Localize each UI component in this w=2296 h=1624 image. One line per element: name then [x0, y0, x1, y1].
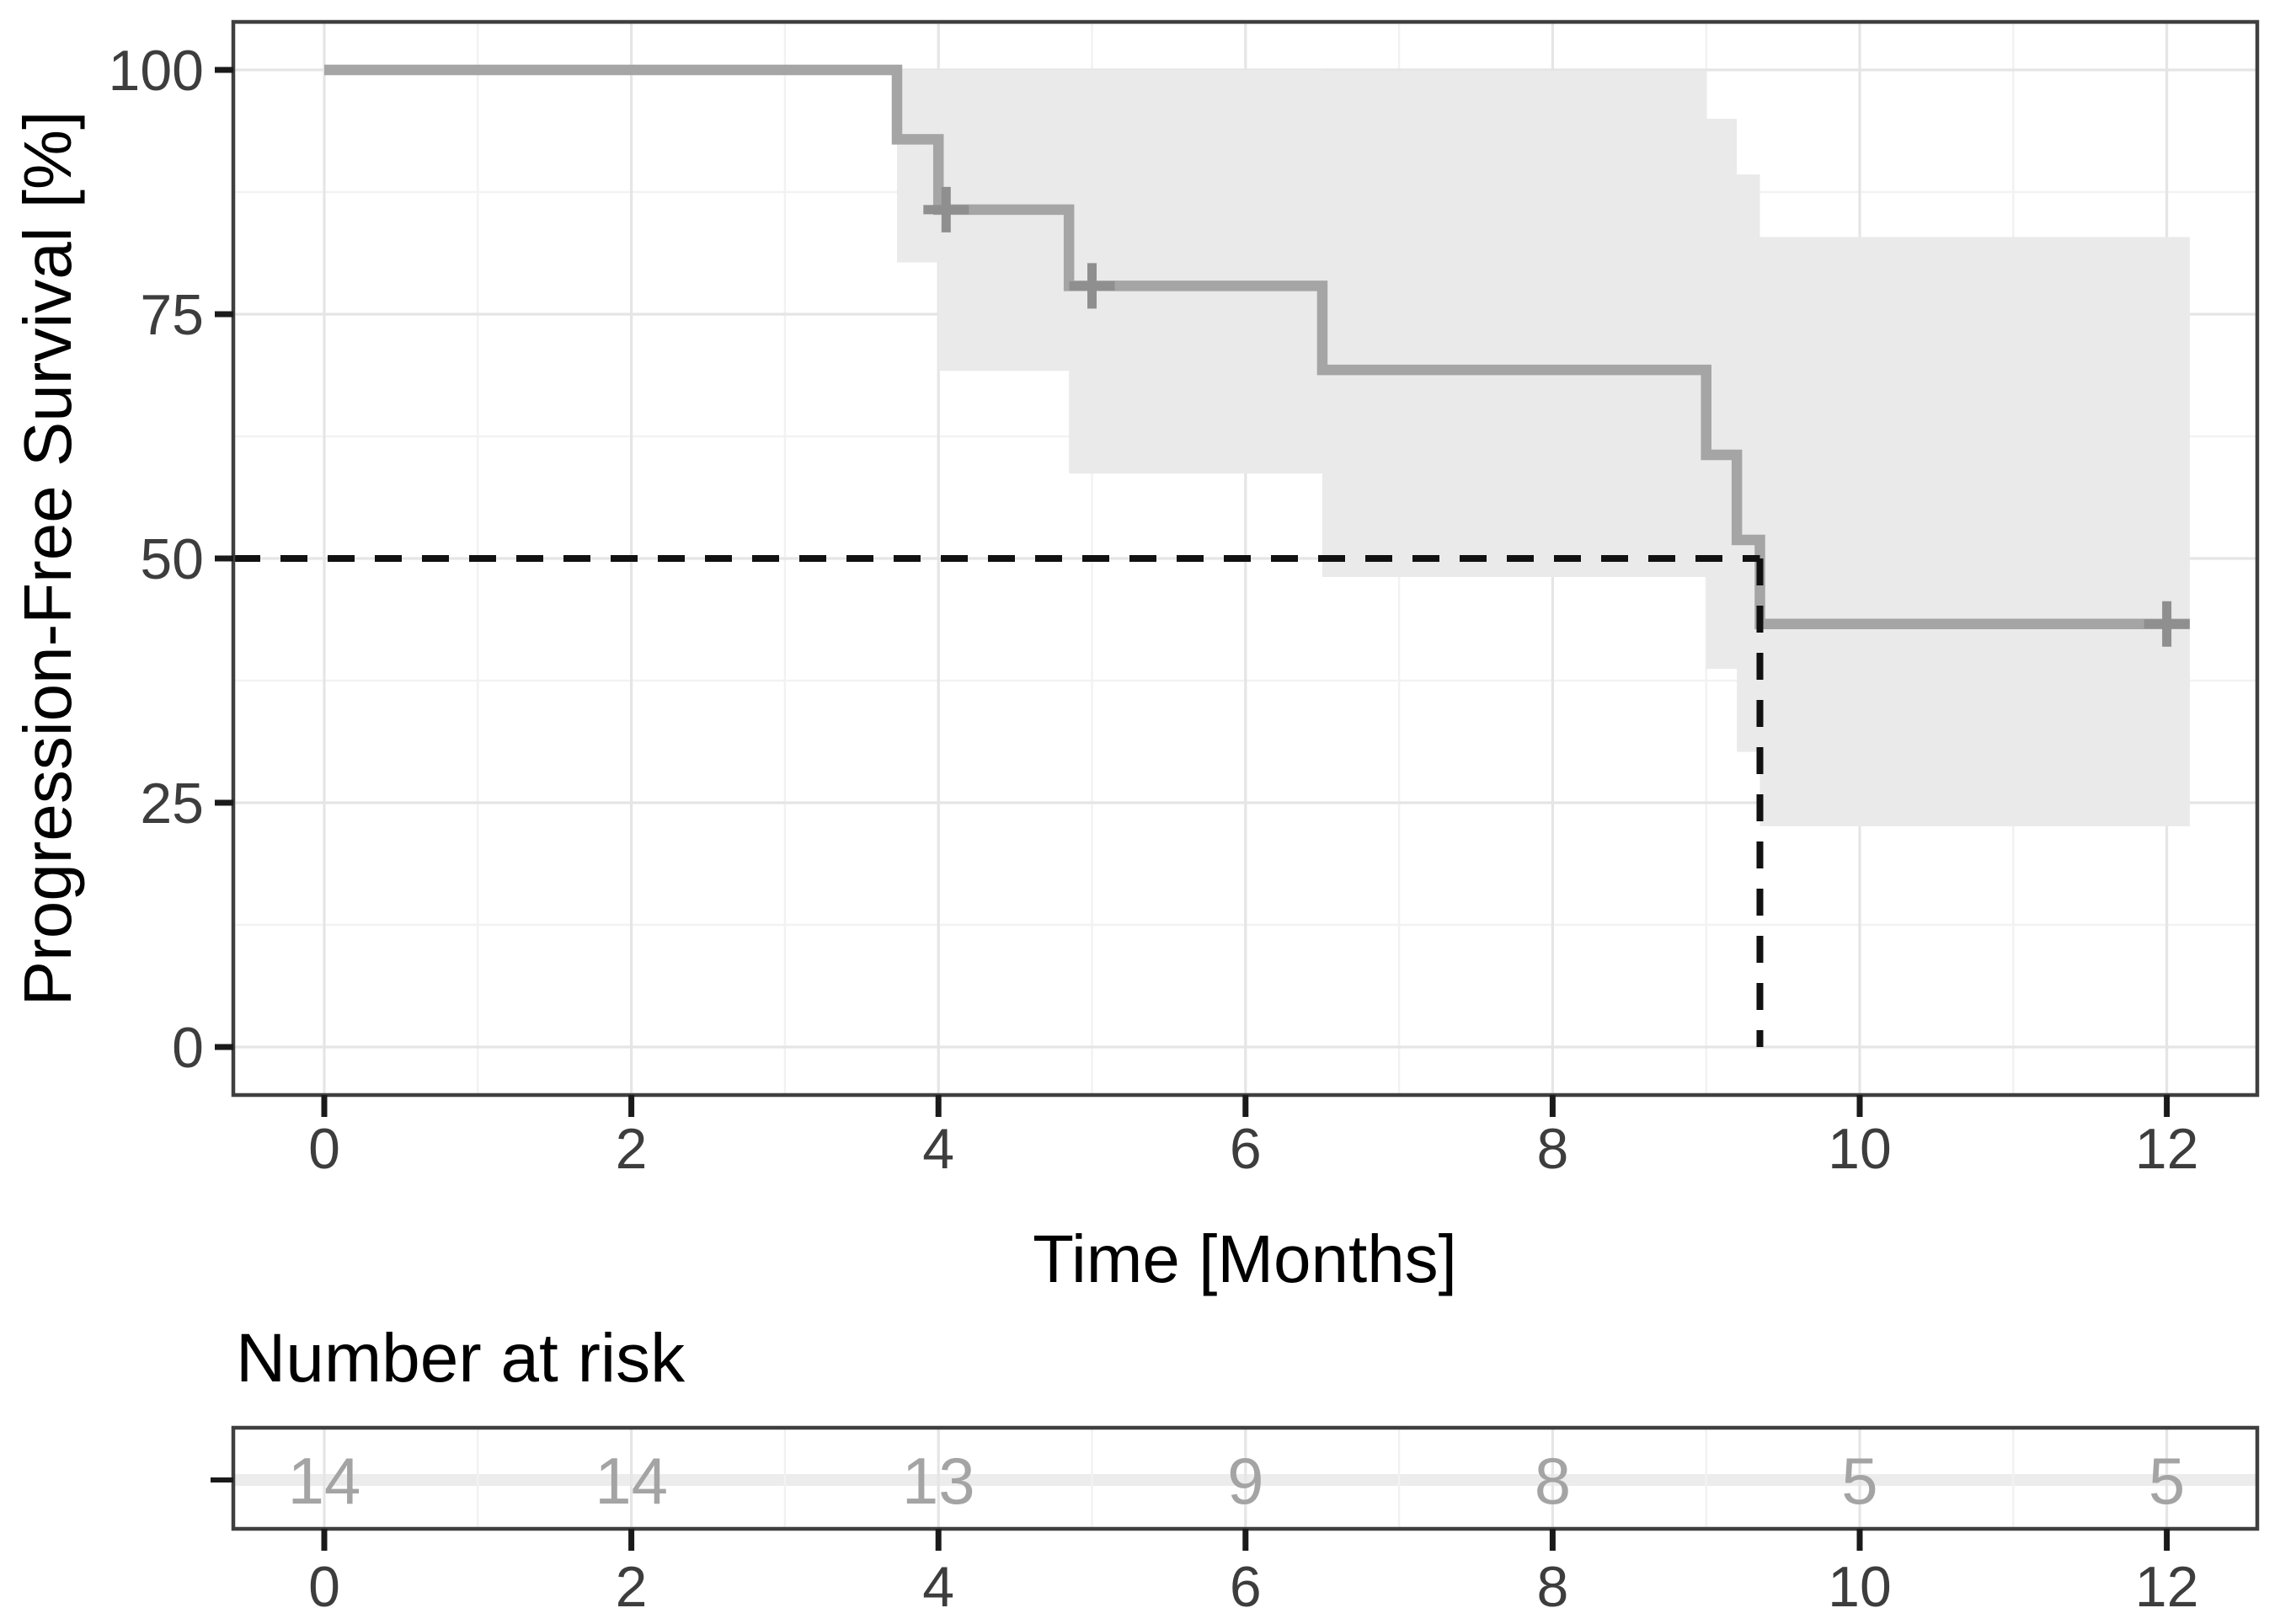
risk-table: Number at risk 14 14 13 9 8 5 5 0 2 4 6 8 10 12: [211, 1320, 2260, 1619]
risk-table-title: Number at risk: [236, 1320, 686, 1397]
y-tick-label: 75: [140, 283, 204, 347]
risk-table-axis: 0 2 4 6 8 10 12: [211, 1477, 2199, 1619]
censor-marks: [923, 186, 2190, 647]
y-tick-label: 0: [172, 1016, 204, 1080]
x-tick-label: 10: [1828, 1117, 1892, 1181]
censor-plus-icon: [2144, 601, 2190, 647]
risk-counts: 14 14 13 9 8 5 5: [288, 1444, 2186, 1518]
x-axis: 0 2 4 6 8 10 12: [308, 1095, 2198, 1181]
x-tick-label: 2: [616, 1117, 648, 1181]
risk-count-value: 5: [1841, 1444, 1877, 1518]
survival-panel: [231, 19, 2260, 1098]
risk-x-tick-label: 4: [922, 1555, 954, 1619]
x-tick-label: 0: [308, 1117, 340, 1181]
y-axis: 100 75 50 25 0: [109, 39, 233, 1080]
x-tick-label: 4: [922, 1117, 954, 1181]
confidence-band: [896, 70, 2190, 826]
risk-count-value: 13: [902, 1444, 975, 1518]
risk-x-tick-label: 2: [616, 1555, 648, 1619]
x-tick-label: 6: [1230, 1117, 1262, 1181]
risk-count-value: 14: [595, 1444, 668, 1518]
y-tick-label: 25: [140, 772, 204, 836]
risk-x-tick-label: 10: [1828, 1555, 1892, 1619]
y-tick-label: 100: [109, 39, 204, 103]
risk-count-value: 8: [1535, 1444, 1571, 1518]
risk-x-tick-label: 0: [308, 1555, 340, 1619]
km-survival-curve: [324, 64, 2190, 629]
risk-count-value: 9: [1227, 1444, 1263, 1518]
x-tick-label: 12: [2135, 1117, 2199, 1181]
censor-plus-icon: [923, 186, 969, 232]
risk-count-value: 14: [288, 1444, 361, 1518]
y-axis-title: Progression-Free Survival [%]: [10, 111, 85, 1007]
risk-x-tick-label: 12: [2135, 1555, 2199, 1619]
risk-table-gridlines: [233, 1428, 2257, 1529]
risk-x-tick-label: 8: [1536, 1555, 1568, 1619]
x-tick-label: 8: [1536, 1117, 1568, 1181]
risk-count-value: 5: [2149, 1444, 2185, 1518]
censor-plus-icon: [1069, 263, 1115, 309]
y-tick-label: 50: [140, 527, 204, 591]
x-axis-title: Time [Months]: [1033, 1221, 1457, 1296]
median-survival-lines: [233, 555, 1764, 1047]
risk-x-tick-label: 6: [1230, 1555, 1262, 1619]
